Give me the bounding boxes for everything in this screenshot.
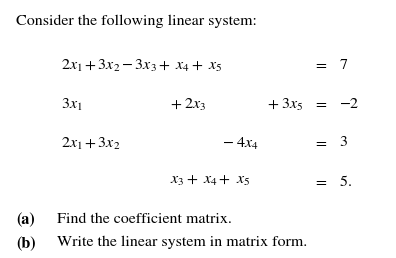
Text: $x_3 +\ x_4 +\ x_5$: $x_3 +\ x_4 +\ x_5$	[170, 174, 250, 188]
Text: $=$: $=$	[313, 58, 327, 71]
Text: $2x_1 + 3x_2$: $2x_1 + 3x_2$	[61, 135, 121, 151]
Text: Write the linear system in matrix form.: Write the linear system in matrix form.	[57, 236, 308, 249]
Text: $+\ 2x_3$: $+\ 2x_3$	[170, 97, 207, 113]
Text: Consider the following linear system:: Consider the following linear system:	[16, 14, 257, 28]
Text: $5.$: $5.$	[339, 174, 352, 189]
Text: $-\ 4x_4$: $-\ 4x_4$	[222, 135, 259, 151]
Text: $7$: $7$	[339, 58, 348, 72]
Text: (b): (b)	[16, 236, 36, 251]
Text: $3$: $3$	[339, 135, 347, 149]
Text: Find the coefficient matrix.: Find the coefficient matrix.	[57, 213, 232, 226]
Text: $=$: $=$	[313, 135, 327, 149]
Text: $=$: $=$	[313, 174, 327, 188]
Text: $+\ 3x_5$: $+\ 3x_5$	[267, 97, 304, 113]
Text: (a): (a)	[16, 213, 34, 228]
Text: $-2$: $-2$	[339, 97, 359, 111]
Text: $=$: $=$	[313, 97, 327, 110]
Text: $2x_1 + 3x_2 - 3x_3 +\ x_4 +\ x_5$: $2x_1 + 3x_2 - 3x_3 +\ x_4 +\ x_5$	[61, 58, 223, 74]
Text: $3x_1$: $3x_1$	[61, 97, 83, 113]
